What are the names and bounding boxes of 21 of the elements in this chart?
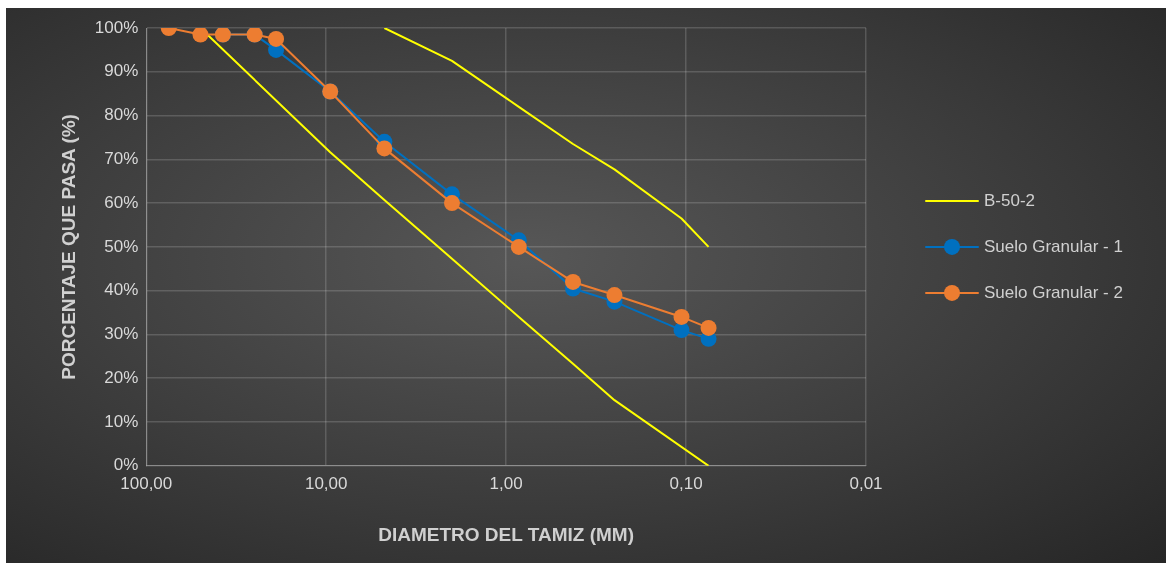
y-tick-label: 0% <box>113 455 139 475</box>
y-tick-label: 80% <box>104 105 139 125</box>
y-tick-label: 10% <box>104 411 139 431</box>
x-tick-label: 0,10 <box>669 473 703 493</box>
x-axis-title: DIAMETRO DEL TAMIZ (MM) <box>378 523 635 545</box>
y-tick-label: 60% <box>104 192 139 212</box>
x-tick-label: 10,00 <box>304 473 348 493</box>
y-tick-label: 30% <box>104 324 139 344</box>
x-tick-label: 0,01 <box>849 473 883 493</box>
y-tick-label: 20% <box>104 367 139 387</box>
y-axis-title: PORCENTAJE QUE PASA (%) <box>57 114 79 380</box>
legend-label: Suelo Granular - 2 <box>984 282 1123 302</box>
legend-label: Suelo Granular - 1 <box>984 236 1123 256</box>
y-tick-label: 50% <box>104 236 139 256</box>
x-tick-label: 100,00 <box>120 473 173 493</box>
y-tick-label: 100% <box>94 17 139 37</box>
legend-label: B-50-2 <box>984 190 1036 210</box>
y-tick-label: 70% <box>104 149 139 169</box>
x-tick-label: 1,00 <box>489 473 523 493</box>
y-tick-label: 90% <box>104 61 139 81</box>
y-tick-label: 40% <box>104 280 139 300</box>
